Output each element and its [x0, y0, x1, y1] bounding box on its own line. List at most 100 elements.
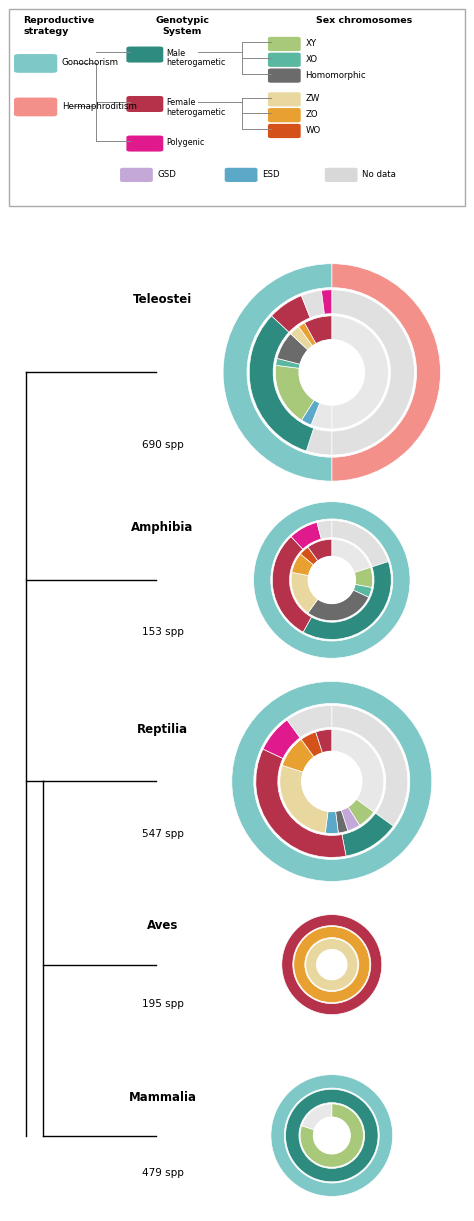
Wedge shape [301, 291, 324, 317]
FancyBboxPatch shape [268, 123, 301, 138]
Text: 195 spp: 195 spp [142, 999, 183, 1009]
FancyBboxPatch shape [14, 98, 57, 116]
FancyBboxPatch shape [127, 46, 163, 62]
FancyBboxPatch shape [14, 54, 57, 73]
Circle shape [313, 1117, 350, 1154]
Wedge shape [263, 720, 300, 758]
Text: ZW: ZW [305, 94, 319, 104]
Text: Polygenic: Polygenic [166, 138, 205, 147]
Text: Gonochorism: Gonochorism [62, 59, 119, 67]
FancyBboxPatch shape [120, 167, 153, 182]
FancyBboxPatch shape [268, 37, 301, 51]
Wedge shape [275, 365, 314, 420]
Wedge shape [332, 540, 371, 573]
Wedge shape [272, 295, 310, 332]
Wedge shape [332, 289, 414, 455]
Wedge shape [305, 316, 332, 344]
Text: 547 spp: 547 spp [142, 829, 183, 839]
Text: Female: Female [166, 98, 196, 107]
Wedge shape [291, 327, 313, 350]
Wedge shape [332, 729, 384, 812]
Text: 479 spp: 479 spp [142, 1168, 183, 1178]
FancyBboxPatch shape [225, 167, 257, 182]
Circle shape [299, 339, 365, 405]
Wedge shape [223, 264, 332, 481]
Wedge shape [277, 333, 308, 364]
Wedge shape [271, 1074, 392, 1197]
Wedge shape [301, 1104, 332, 1129]
Wedge shape [353, 585, 372, 597]
Text: Amphibia: Amphibia [131, 521, 194, 534]
Text: Genotypic
System: Genotypic System [155, 16, 210, 37]
FancyBboxPatch shape [325, 167, 357, 182]
Wedge shape [282, 915, 382, 1015]
Wedge shape [303, 562, 391, 640]
Text: XO: XO [305, 55, 318, 63]
Text: Male: Male [166, 49, 186, 57]
Wedge shape [336, 810, 348, 833]
Wedge shape [299, 322, 316, 346]
Wedge shape [348, 799, 374, 825]
Text: Sex chromosomes: Sex chromosomes [316, 16, 412, 26]
Text: 153 spp: 153 spp [142, 628, 183, 637]
Circle shape [308, 557, 356, 603]
Text: Reptilia: Reptilia [137, 723, 188, 735]
Wedge shape [294, 927, 370, 1002]
Wedge shape [249, 316, 314, 451]
FancyBboxPatch shape [127, 136, 163, 151]
Wedge shape [308, 540, 332, 560]
Text: GSD: GSD [157, 170, 176, 179]
Wedge shape [342, 813, 393, 856]
Circle shape [317, 950, 347, 979]
Text: 690 spp: 690 spp [142, 440, 183, 449]
Wedge shape [316, 729, 332, 753]
Text: ESD: ESD [262, 170, 280, 179]
FancyBboxPatch shape [268, 93, 301, 106]
FancyBboxPatch shape [127, 96, 163, 112]
Text: XY: XY [305, 39, 316, 48]
Wedge shape [301, 400, 320, 425]
Wedge shape [301, 547, 318, 565]
Text: Aves: Aves [147, 919, 178, 932]
Wedge shape [276, 358, 300, 369]
Wedge shape [300, 1104, 364, 1167]
Text: Mammalia: Mammalia [128, 1092, 197, 1105]
Wedge shape [291, 573, 318, 613]
Wedge shape [256, 748, 346, 857]
Wedge shape [283, 740, 314, 772]
Wedge shape [321, 289, 332, 314]
Wedge shape [292, 554, 314, 575]
Circle shape [302, 751, 362, 812]
FancyBboxPatch shape [268, 107, 301, 122]
Wedge shape [332, 706, 408, 827]
Wedge shape [325, 811, 338, 834]
Wedge shape [273, 536, 311, 632]
Wedge shape [332, 520, 388, 567]
Wedge shape [308, 590, 369, 620]
Wedge shape [287, 706, 332, 737]
Text: Teleostei: Teleostei [133, 293, 192, 306]
Wedge shape [332, 264, 440, 481]
Wedge shape [254, 502, 410, 658]
Wedge shape [332, 316, 388, 429]
Wedge shape [232, 681, 432, 882]
Wedge shape [306, 429, 332, 455]
Wedge shape [280, 766, 328, 833]
Wedge shape [301, 731, 322, 757]
Text: Hermaphroditism: Hermaphroditism [62, 103, 137, 111]
Text: ZO: ZO [305, 110, 318, 120]
Wedge shape [291, 523, 321, 549]
Wedge shape [311, 403, 332, 429]
Text: Reproductive
strategy: Reproductive strategy [23, 16, 94, 37]
Wedge shape [285, 1089, 378, 1182]
Wedge shape [306, 939, 358, 990]
Wedge shape [354, 568, 373, 587]
Text: WO: WO [305, 126, 320, 136]
Text: No data: No data [362, 170, 396, 179]
FancyBboxPatch shape [268, 68, 301, 83]
FancyBboxPatch shape [268, 53, 301, 67]
Text: Homomorphic: Homomorphic [305, 71, 366, 79]
Text: heterogametic: heterogametic [166, 107, 226, 117]
Wedge shape [341, 807, 360, 832]
Wedge shape [317, 520, 332, 538]
